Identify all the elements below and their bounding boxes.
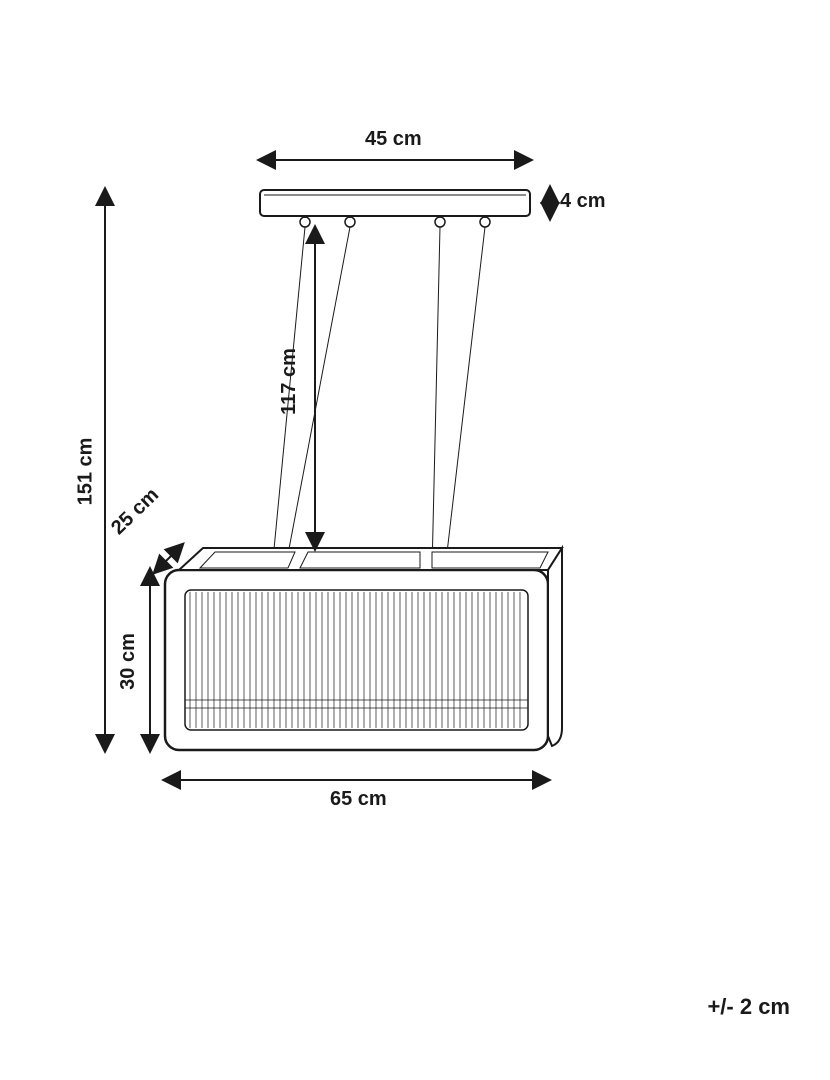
dimension-diagram: 45 cm 4 cm 117 cm 151 cm 30 cm 25 cm 65 … [0, 0, 830, 1080]
label-total-height: 151 cm [74, 438, 97, 506]
label-cable-length: 117 cm [278, 348, 301, 415]
label-tolerance: +/- 2 cm [707, 994, 790, 1020]
label-shade-height: 30 cm [117, 633, 140, 690]
label-mount-width: 45 cm [365, 128, 422, 151]
label-shade-width: 65 cm [330, 788, 387, 811]
diagram-svg [0, 0, 830, 1080]
label-mount-height: 4 cm [560, 190, 606, 213]
